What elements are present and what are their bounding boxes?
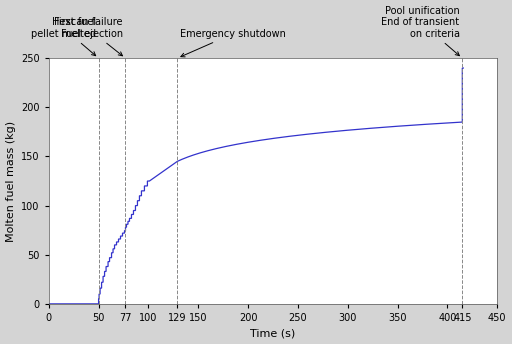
X-axis label: Time (s): Time (s) — [250, 329, 295, 338]
Text: Pool unification
End of transient
on criteria: Pool unification End of transient on cri… — [381, 6, 460, 56]
Text: Hexcan failure
Fuel ejection: Hexcan failure Fuel ejection — [52, 17, 123, 56]
Text: Emergency shutdown: Emergency shutdown — [180, 29, 286, 57]
Text: First fuel
pellet melted: First fuel pellet melted — [31, 17, 96, 56]
Y-axis label: Molten fuel mass (kg): Molten fuel mass (kg) — [6, 120, 15, 241]
